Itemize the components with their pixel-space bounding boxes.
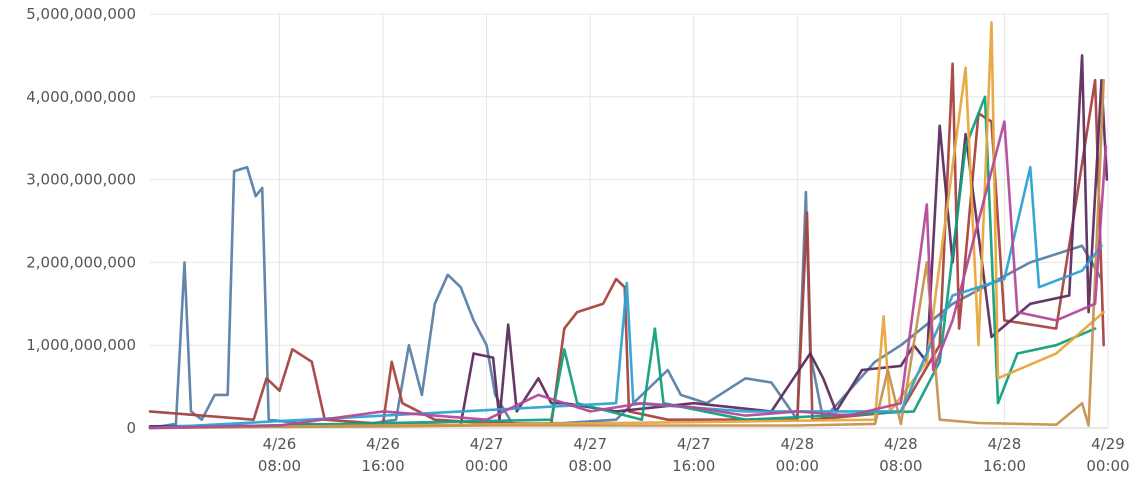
x-axis-ticks: 4/2608:004/2616:004/2700:004/2708:004/27…	[258, 435, 1130, 475]
y-tick-label: 0	[126, 419, 136, 437]
x-tick-date: 4/27	[470, 435, 504, 453]
x-tick-label: 4/26 16:00	[361, 435, 404, 475]
x-tick-label: 4/28 08:00	[879, 435, 922, 475]
x-tick-time: 00:00	[776, 457, 819, 475]
series-line-8	[148, 120, 1108, 430]
series-line-2	[148, 62, 1105, 426]
x-tick-time: 16:00	[983, 457, 1026, 475]
series-line-1	[148, 165, 1103, 430]
y-tick-label: 5,000,000,000	[26, 5, 136, 23]
x-tick-label: 4/27 08:00	[569, 435, 612, 475]
x-tick-date: 4/28	[884, 435, 918, 453]
y-tick-label: 2,000,000,000	[26, 253, 136, 271]
x-tick-label: 4/26 08:00	[258, 435, 301, 475]
x-tick-date: 4/27	[677, 435, 711, 453]
series-line-7	[148, 165, 1103, 430]
y-gridlines	[150, 13, 1108, 429]
x-tick-time: 08:00	[879, 457, 922, 475]
y-tick-label: 4,000,000,000	[26, 88, 136, 106]
x-tick-time: 00:00	[465, 457, 508, 475]
x-tick-label: 4/28 00:00	[776, 435, 819, 475]
x-tick-date: 4/28	[988, 435, 1022, 453]
y-axis-ticks: 0 1,000,000,000 2,000,000,000 3,000,000,000…	[26, 5, 136, 437]
series-line-3	[148, 54, 1109, 428]
x-tick-date: 4/29	[1091, 435, 1125, 453]
x-tick-time: 00:00	[1086, 457, 1129, 475]
y-tick-label: 3,000,000,000	[26, 171, 136, 189]
series-group	[148, 20, 1109, 430]
x-tick-date: 4/26	[366, 435, 400, 453]
series-line-6	[148, 78, 1105, 430]
series-line-4	[148, 95, 1097, 430]
y-tick-label: 1,000,000,000	[26, 336, 136, 354]
x-tick-date: 4/27	[573, 435, 607, 453]
x-gridlines	[278, 14, 1109, 428]
x-tick-time: 08:00	[258, 457, 301, 475]
x-tick-label: 4/27 00:00	[465, 435, 508, 475]
x-tick-label: 4/29 00:00	[1086, 435, 1129, 475]
series-line-5	[148, 20, 1105, 430]
x-tick-date: 4/28	[780, 435, 814, 453]
x-tick-date: 4/26	[263, 435, 297, 453]
x-tick-label: 4/28 16:00	[983, 435, 1026, 475]
x-tick-label: 4/27 16:00	[672, 435, 715, 475]
x-tick-time: 08:00	[569, 457, 612, 475]
x-tick-time: 16:00	[672, 457, 715, 475]
x-tick-time: 16:00	[361, 457, 404, 475]
